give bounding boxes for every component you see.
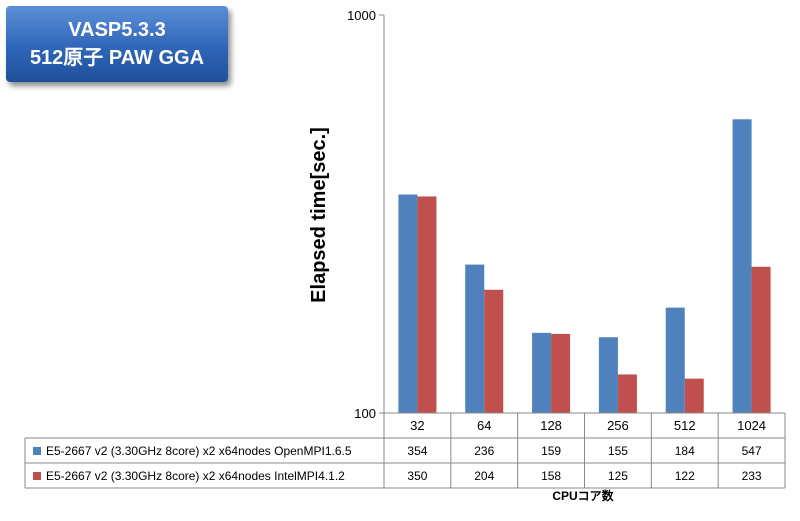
x-tick-label: 32 — [410, 418, 424, 433]
bar — [417, 196, 437, 413]
title-line-2: 512原子 PAW GGA — [29, 47, 205, 69]
legend-swatch — [33, 447, 41, 455]
legend-swatch — [33, 472, 41, 480]
bar — [465, 264, 485, 413]
bar — [551, 333, 571, 413]
x-tick-label: 512 — [674, 418, 696, 433]
bar — [598, 337, 618, 413]
bar — [617, 374, 637, 413]
data-label: 236 — [474, 444, 494, 458]
x-tick-label: 1024 — [737, 418, 766, 433]
data-label: 354 — [407, 444, 427, 458]
y-axis-label: Elapsed time[sec.] — [308, 127, 330, 303]
legend-label: E5-2667 v2 (3.30GHz 8core) x2 x64nodes I… — [46, 469, 345, 483]
data-label: 204 — [474, 469, 494, 483]
chart-title-box: VASP5.3.3 512原子 PAW GGA — [6, 6, 228, 82]
data-label: 158 — [541, 469, 561, 483]
bar — [532, 332, 552, 413]
bar — [684, 378, 704, 413]
bar — [665, 307, 685, 413]
legend-label: E5-2667 v2 (3.30GHz 8core) x2 x64nodes O… — [46, 444, 352, 458]
data-label: 350 — [407, 469, 427, 483]
x-tick-label: 256 — [607, 418, 629, 433]
y-tick-label: 1000 — [347, 8, 376, 23]
bar — [484, 289, 504, 413]
x-tick-label: 64 — [477, 418, 491, 433]
x-tick-label: 128 — [540, 418, 562, 433]
data-label: 159 — [541, 444, 561, 458]
bar — [732, 119, 752, 414]
bar — [751, 266, 771, 413]
data-label: 547 — [742, 444, 762, 458]
bar — [398, 194, 418, 413]
data-label: 233 — [742, 469, 762, 483]
data-label: 122 — [675, 469, 695, 483]
y-tick-label: 100 — [354, 406, 376, 421]
x-axis-label: CPUコア数 — [552, 488, 614, 503]
data-label: 125 — [608, 469, 628, 483]
data-label: 155 — [608, 444, 628, 458]
data-label: 184 — [675, 444, 695, 458]
title-line-1: VASP5.3.3 — [68, 19, 166, 41]
